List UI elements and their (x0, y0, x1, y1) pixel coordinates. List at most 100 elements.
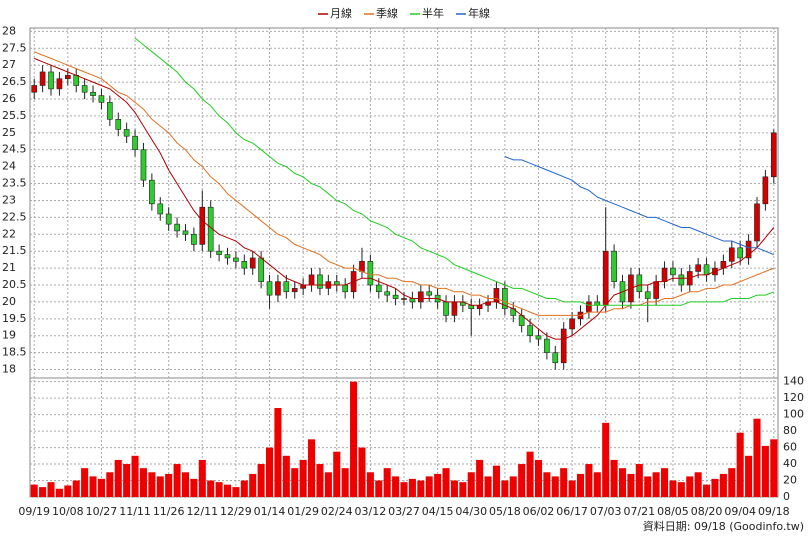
volume-bar (585, 464, 593, 497)
volume-bar (610, 459, 618, 497)
candle-body (493, 288, 500, 303)
x-tick-label: 06/17 (556, 505, 588, 518)
volume-bar (383, 468, 391, 497)
y-tick-label: 27.5 (2, 41, 27, 54)
volume-bar (728, 468, 736, 497)
candle-body (392, 294, 399, 299)
candle-body (266, 281, 273, 296)
y-tick-label: 28 (2, 24, 16, 37)
volume-bar (534, 459, 543, 497)
candle-body (636, 274, 643, 293)
volume-bar (392, 476, 400, 497)
candle-body (754, 203, 760, 242)
volume-bar (333, 451, 341, 497)
y2-tick-label: 100 (783, 408, 804, 421)
candle-body (770, 132, 777, 178)
candle-body (535, 335, 542, 340)
x-tick-label: 03/27 (388, 505, 420, 518)
volume-bar (719, 473, 727, 497)
volume-bar (308, 439, 316, 497)
volume-bar (131, 455, 139, 497)
volume-bar (223, 484, 232, 497)
candle-body (384, 291, 391, 296)
volume-bar (593, 472, 601, 497)
candle-body (333, 281, 340, 286)
volume-bar (173, 464, 181, 497)
x-tick-label: 07/03 (590, 505, 622, 518)
volume-bar (476, 459, 484, 497)
y-tick-label: 21.5 (2, 244, 27, 257)
y-tick-label: 21 (2, 261, 16, 274)
candle-body (560, 328, 567, 364)
volume-bar (576, 473, 585, 497)
volume-bar (215, 482, 223, 497)
candle-body (653, 281, 659, 299)
ma-line (134, 37, 774, 306)
candle-body (149, 179, 155, 205)
legend-label: 月線 (330, 6, 352, 20)
volume-bar (139, 468, 147, 497)
volume-bar (417, 480, 425, 497)
candle-body (81, 85, 88, 93)
y-tick-label: 19.5 (2, 312, 27, 325)
volume-bar (148, 472, 156, 497)
candle-body (107, 102, 113, 120)
candle-body (644, 291, 651, 299)
candle-body (703, 264, 710, 276)
volume-bar (358, 447, 366, 497)
legend-label: 年線 (468, 6, 490, 20)
candle-body (476, 304, 483, 309)
volume-bar (644, 476, 652, 497)
candle-body (90, 91, 96, 96)
volume-bar (602, 422, 610, 497)
y-tick-label: 22.5 (2, 210, 27, 223)
volume-bar (97, 478, 105, 497)
x-tick-label: 04/30 (455, 505, 487, 518)
volume-bar (677, 482, 685, 497)
candle-body (275, 281, 281, 296)
x-tick-label: 07/21 (623, 505, 655, 518)
candle-body (728, 247, 735, 262)
volume-bar (156, 476, 164, 497)
x-tick-label: 11/11 (119, 505, 151, 518)
volume-bar (669, 480, 677, 497)
y-tick-label: 20.5 (2, 278, 27, 291)
legend-label: 半年 (422, 6, 444, 20)
candle-body (48, 71, 54, 90)
plot-frame (29, 27, 779, 498)
y-tick-label: 25 (2, 126, 16, 139)
x-tick-label: 11/26 (153, 505, 185, 518)
legend-label: 季線 (376, 6, 398, 20)
volume-bar (400, 482, 408, 497)
candle-body (31, 85, 38, 93)
x-tick-label: 01/14 (254, 505, 286, 518)
volume-bar (618, 468, 627, 497)
y-tick-label: 26.5 (2, 75, 27, 88)
candle-body (527, 325, 533, 337)
candle-body (132, 135, 138, 151)
candle-body (661, 267, 668, 282)
volume-bar (257, 464, 265, 497)
candle-body (602, 250, 609, 306)
y2-tick-label: 80 (783, 424, 797, 437)
volume-bar (291, 468, 299, 497)
y-tick-label: 26 (2, 92, 16, 105)
x-tick-label: 10/27 (86, 505, 118, 518)
x-tick-label: 08/20 (691, 505, 723, 518)
volume-bar (661, 468, 669, 497)
candle-body (123, 129, 130, 137)
x-tick-label: 09/19 (18, 505, 50, 518)
y-tick-label: 19 (2, 329, 16, 342)
volume-bar (635, 464, 643, 497)
x-tick-label: 12/11 (186, 505, 218, 518)
y-tick-label: 18.5 (2, 346, 27, 359)
candle-body (191, 233, 197, 245)
volume-bar (324, 472, 332, 497)
volume-bar (694, 472, 702, 497)
candle-body (695, 264, 701, 272)
candle-body (233, 257, 239, 262)
candle-body (367, 261, 374, 286)
volume-bar (509, 476, 517, 497)
candle-body (258, 257, 264, 282)
